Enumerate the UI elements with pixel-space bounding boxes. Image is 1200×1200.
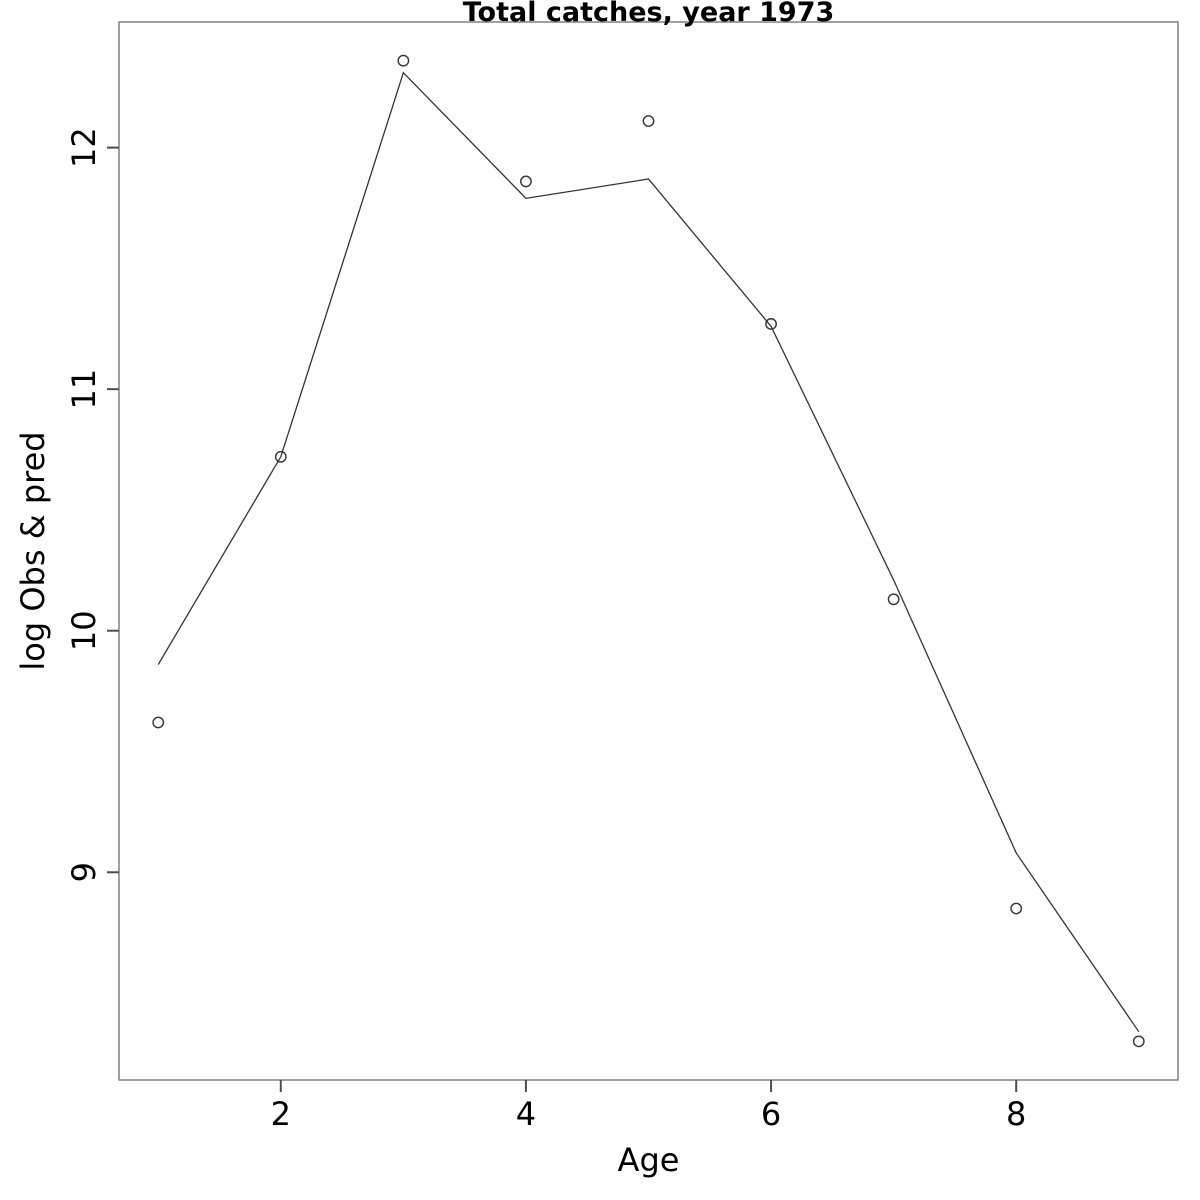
y-tick-label: 12 — [65, 127, 103, 168]
x-tick-label: 2 — [271, 1095, 291, 1133]
y-tick-label: 10 — [65, 610, 103, 651]
predicted-line — [157, 71, 1140, 1033]
x-tick-label: 8 — [1006, 1095, 1026, 1133]
x-tick-label: 4 — [516, 1095, 536, 1133]
y-tick-label: 9 — [65, 862, 103, 882]
observed-point — [887, 593, 900, 606]
observed-point — [274, 450, 287, 463]
x-axis-label: Age — [617, 1141, 680, 1179]
observed-point — [1132, 1035, 1145, 1048]
y-tick-label: 11 — [65, 369, 103, 410]
observed-point — [520, 175, 532, 188]
x-tick-label: 6 — [761, 1095, 781, 1133]
chart-title: Total catches, year 1973 — [462, 0, 835, 28]
observed-point — [1010, 902, 1023, 915]
observed-point — [765, 318, 777, 330]
plot-border — [118, 21, 1179, 1081]
observed-point — [397, 54, 410, 67]
observed-point — [152, 716, 165, 729]
observed-point — [642, 115, 655, 127]
y-axis-label: log Obs & pred — [14, 431, 52, 671]
